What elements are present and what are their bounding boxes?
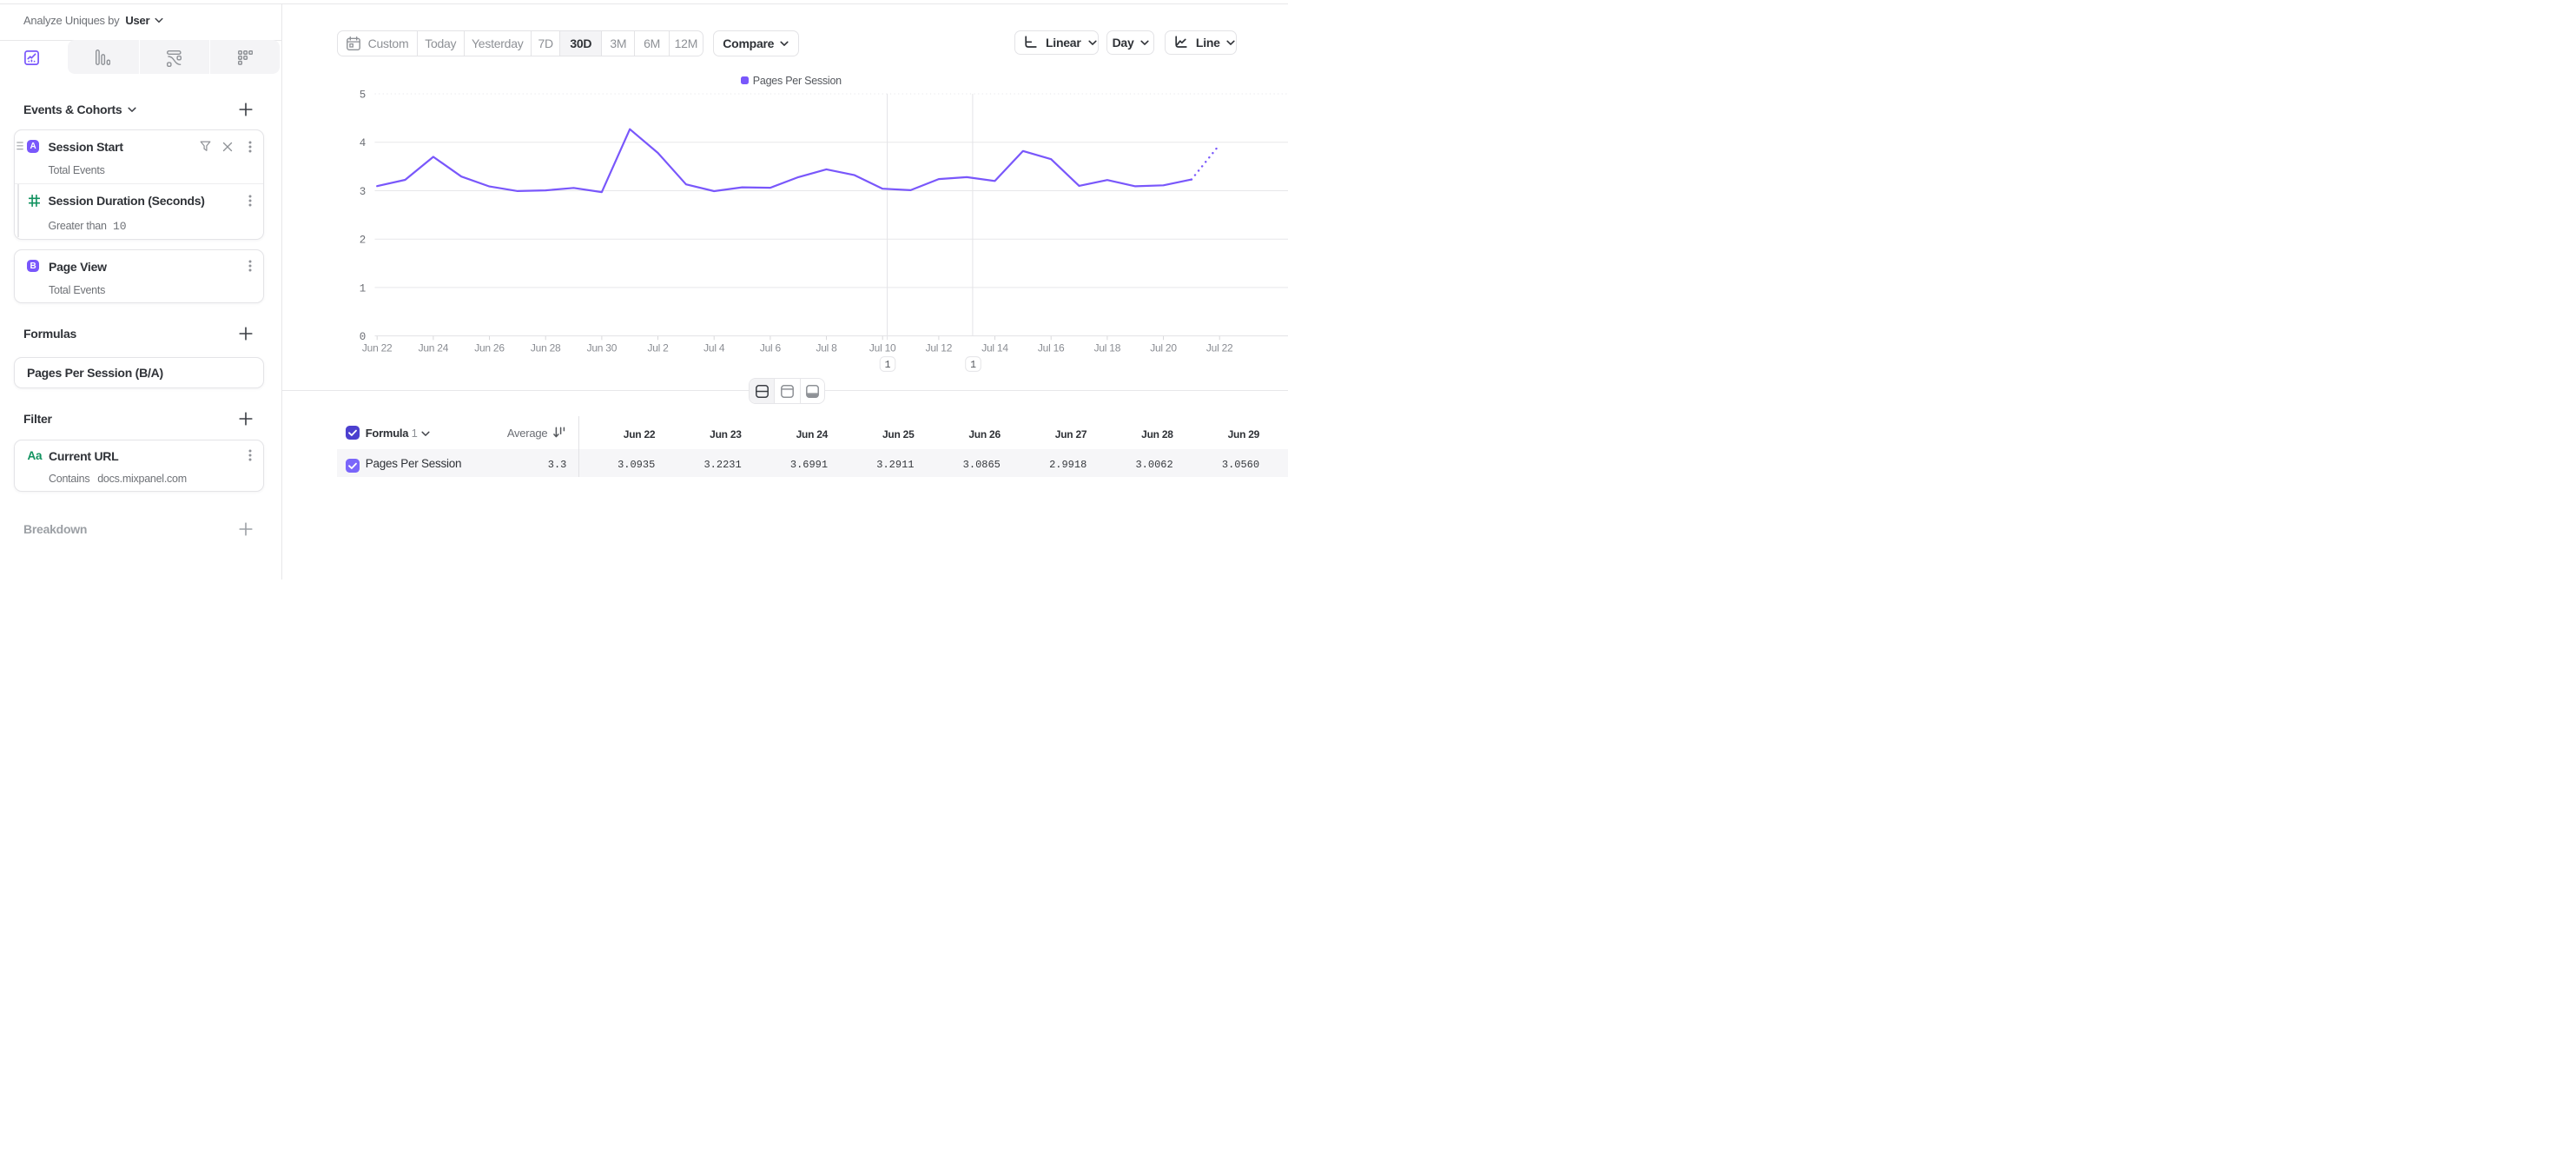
svg-text:Jul 12: Jul 12 [926,342,953,354]
svg-text:3: 3 [360,186,366,198]
svg-text:2: 2 [360,235,366,247]
svg-text:Jul 2: Jul 2 [647,342,669,354]
svg-text:Jul 14: Jul 14 [981,342,1008,354]
svg-text:Jun 22: Jun 22 [362,342,393,354]
svg-text:1: 1 [970,360,976,371]
svg-text:Jun 28: Jun 28 [531,342,561,354]
svg-text:0: 0 [360,331,366,343]
svg-text:Jul 20: Jul 20 [1150,342,1177,354]
svg-text:Jul 6: Jul 6 [760,342,782,354]
svg-text:Jul 16: Jul 16 [1038,342,1065,354]
svg-text:Jul 8: Jul 8 [816,342,837,354]
svg-text:Jul 4: Jul 4 [703,342,725,354]
svg-text:Jul 18: Jul 18 [1094,342,1121,354]
svg-text:5: 5 [360,89,366,102]
svg-text:Jun 26: Jun 26 [474,342,505,354]
svg-text:4: 4 [360,137,366,149]
svg-text:1: 1 [885,360,891,371]
svg-text:1: 1 [360,282,366,295]
svg-text:Jul 22: Jul 22 [1206,342,1233,354]
svg-text:Jun 24: Jun 24 [419,342,449,354]
svg-text:Jun 30: Jun 30 [587,342,618,354]
svg-text:Jul 10: Jul 10 [869,342,896,354]
